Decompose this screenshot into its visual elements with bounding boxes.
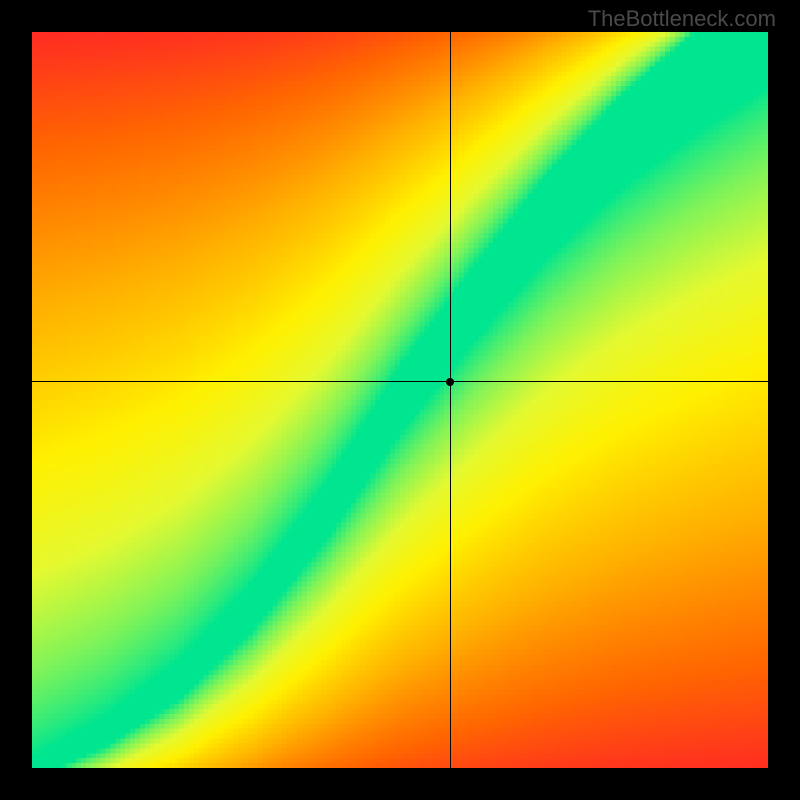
crosshair-vertical — [450, 32, 451, 768]
attribution-label: TheBottleneck.com — [588, 6, 776, 32]
crosshair-point — [446, 378, 454, 386]
chart-container: { "attribution": "TheBottleneck.com", "l… — [0, 0, 800, 800]
crosshair-horizontal — [32, 381, 768, 382]
bottleneck-heatmap — [32, 32, 768, 768]
